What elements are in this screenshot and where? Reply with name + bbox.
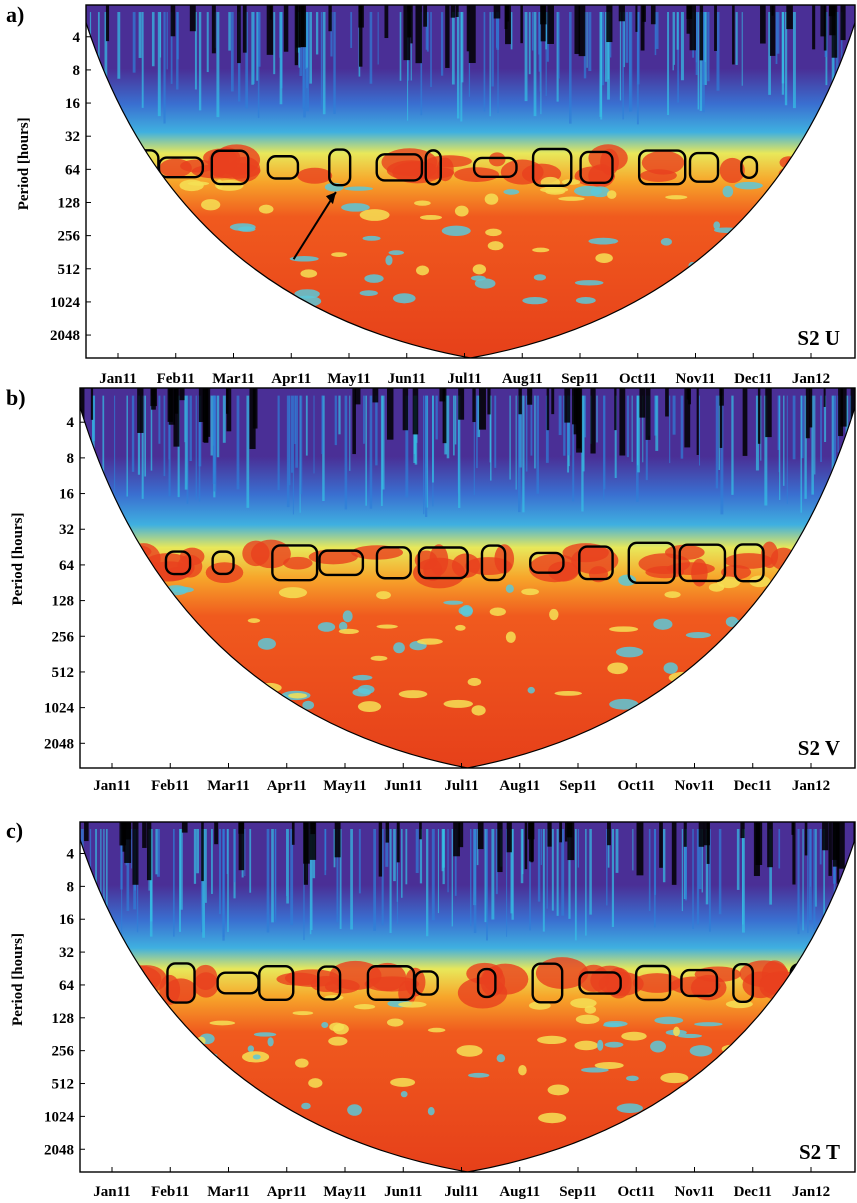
x-tick-label: Jan11 <box>93 1184 131 1200</box>
panel-label: a) <box>6 2 24 27</box>
y-tick-label: 512 <box>52 665 75 681</box>
x-tick-label: Feb11 <box>157 371 195 387</box>
x-tick-label: Jun11 <box>388 371 426 387</box>
y-tick-label: 256 <box>52 1044 75 1060</box>
x-tick-label: Feb11 <box>151 1184 189 1200</box>
x-tick-label: Aug11 <box>499 1184 540 1200</box>
series-tag: S2 V <box>798 736 840 760</box>
plot-frame <box>85 4 856 359</box>
y-tick-label: 64 <box>65 162 81 178</box>
x-tick-label: Jan12 <box>792 371 830 387</box>
x-tick-label: Jul11 <box>444 1184 478 1200</box>
y-tick-label: 128 <box>52 594 75 610</box>
y-tick-label: 1024 <box>50 295 81 311</box>
cone-of-influence <box>86 22 855 358</box>
y-tick-label: 256 <box>58 229 81 245</box>
x-tick-label: Sep11 <box>561 371 599 387</box>
panel-a: 4 8 16 32 64 128 256 512 1024 2048 Period [hours] J… <box>6 2 856 387</box>
x-tick-label: Sep11 <box>559 1184 597 1200</box>
y-tick-label: 16 <box>59 487 75 503</box>
y-tick-label: 512 <box>52 1077 75 1093</box>
arrow-annotation <box>292 191 337 260</box>
y-tick-label: 32 <box>65 129 80 145</box>
series-tag: S2 T <box>799 1140 840 1164</box>
x-tick-label: Oct11 <box>618 1184 656 1200</box>
x-tick-label: Jan12 <box>792 1184 830 1200</box>
x-tick-label: Oct11 <box>619 371 657 387</box>
y-tick-label: 1024 <box>44 701 75 717</box>
x-tick-label: Jan11 <box>99 371 137 387</box>
x-tick-label: Sep11 <box>559 778 597 794</box>
cone-of-influence <box>80 839 855 1172</box>
x-tick-label: Apr11 <box>267 1184 307 1200</box>
y-tick-label: 32 <box>59 945 74 961</box>
x-tick-label: Nov11 <box>674 778 714 794</box>
x-tick-label: Jul11 <box>444 778 478 794</box>
x-tick-label: Apr11 <box>271 371 311 387</box>
x-tick-label: Jul11 <box>447 371 481 387</box>
arrow-head <box>325 192 336 205</box>
x-tick-label: Dec11 <box>734 778 772 794</box>
y-tick-label: 512 <box>58 262 81 278</box>
x-tick-label: May11 <box>323 778 366 794</box>
y-axis-label: Period [hours] <box>10 933 26 1026</box>
x-tick-label: Dec11 <box>734 1184 772 1200</box>
y-tick-label: 2048 <box>44 1142 74 1158</box>
y-tick-label: 2048 <box>50 328 80 344</box>
panel-c: 4 8 16 32 64 128 256 512 1024 2048 Period [hours] J… <box>6 818 856 1200</box>
x-tick-label: Jun11 <box>384 1184 422 1200</box>
spectrum-image <box>80 822 855 1172</box>
y-axis-label: Period [hours] <box>10 513 26 606</box>
plot-frame <box>79 387 856 769</box>
y-tick-label: 16 <box>59 912 75 928</box>
spectrum-image <box>86 5 855 358</box>
y-tick-label: 4 <box>73 30 81 46</box>
y-tick-label: 8 <box>67 451 75 467</box>
x-tick-label: Nov11 <box>675 371 715 387</box>
y-tick-label: 2048 <box>44 736 74 752</box>
x-tick-label: Mar11 <box>207 1184 250 1200</box>
series-tag: S2 U <box>797 326 840 350</box>
x-tick-label: Apr11 <box>267 778 307 794</box>
y-axis-label: Period [hours] <box>16 117 32 210</box>
x-tick-label: Jan12 <box>792 778 830 794</box>
spectrum-image <box>80 388 855 768</box>
x-tick-label: Aug11 <box>502 371 543 387</box>
panel-label: b) <box>6 385 26 410</box>
y-tick-label: 32 <box>59 522 74 538</box>
y-tick-label: 16 <box>65 96 81 112</box>
cone-of-influence <box>80 407 855 768</box>
x-tick-label: Feb11 <box>151 778 189 794</box>
y-tick-label: 128 <box>52 1011 75 1027</box>
y-tick-label: 4 <box>67 847 75 863</box>
x-tick-label: Mar11 <box>207 778 250 794</box>
plot-frame <box>79 821 856 1173</box>
y-tick-label: 8 <box>73 63 81 79</box>
panel-label: c) <box>6 818 23 843</box>
x-tick-label: May11 <box>323 1184 366 1200</box>
x-tick-label: Mar11 <box>212 371 255 387</box>
y-tick-label: 128 <box>58 195 81 211</box>
x-tick-label: Nov11 <box>674 1184 714 1200</box>
x-tick-label: May11 <box>327 371 370 387</box>
y-tick-label: 4 <box>67 415 75 431</box>
x-tick-label: Aug11 <box>499 778 540 794</box>
x-tick-label: Oct11 <box>618 778 656 794</box>
x-tick-label: Jun11 <box>384 778 422 794</box>
y-tick-label: 256 <box>52 629 75 645</box>
y-tick-label: 64 <box>59 558 75 574</box>
x-tick-label: Jan11 <box>93 778 131 794</box>
y-tick-label: 8 <box>67 879 75 895</box>
panel-b: 4 8 16 32 64 128 256 512 1024 2048 Period [hours] J… <box>6 385 856 794</box>
y-tick-label: 64 <box>59 978 75 994</box>
x-tick-label: Dec11 <box>734 371 772 387</box>
y-tick-label: 1024 <box>44 1109 75 1125</box>
